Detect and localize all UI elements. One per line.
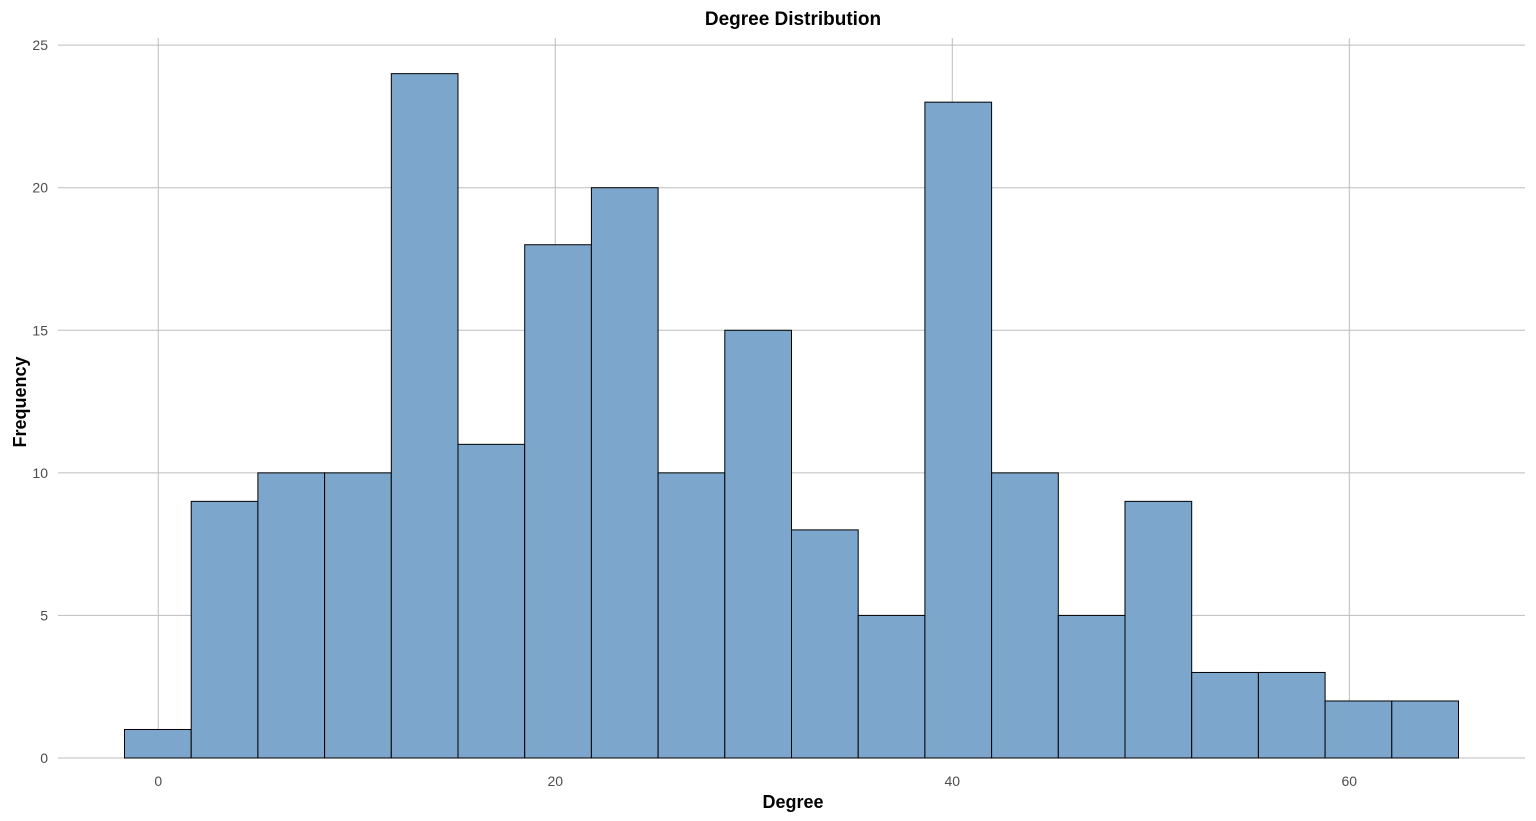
histogram-bar-4 — [390, 73, 459, 759]
histogram-bar-18 — [1324, 700, 1393, 759]
histogram-bar-19 — [1391, 700, 1459, 759]
axis-ticks: 0 5 10 15 20 25 0 20 40 60 — [32, 37, 1357, 789]
chart-title: Degree Distribution — [705, 9, 881, 30]
histogram-bar-9 — [724, 329, 792, 759]
histogram-bar-16 — [1191, 671, 1259, 759]
histogram-bar-14 — [1057, 614, 1126, 759]
histogram-bar-2 — [257, 472, 326, 759]
y-tick-label-2: 10 — [32, 465, 48, 481]
histogram-bar-13 — [991, 472, 1059, 759]
histogram-bar-11 — [857, 614, 926, 759]
histogram-bar-0 — [124, 728, 192, 759]
histogram-bar-1 — [190, 500, 259, 759]
x-tick-label-2: 40 — [945, 773, 961, 789]
x-axis-label: Degree — [762, 792, 823, 812]
histogram-bar-3 — [324, 472, 392, 759]
histogram-bar-10 — [791, 529, 859, 759]
y-tick-label-3: 15 — [32, 322, 48, 338]
y-tick-label-1: 5 — [40, 607, 48, 623]
histogram-bars — [124, 73, 1459, 759]
histogram-bar-8 — [657, 472, 726, 759]
y-tick-label-4: 20 — [32, 180, 48, 196]
y-tick-label-5: 25 — [32, 37, 48, 53]
histogram-bar-15 — [1124, 500, 1193, 759]
x-tick-label-1: 20 — [547, 773, 563, 789]
histogram-bar-6 — [524, 244, 592, 759]
histogram-bar-5 — [457, 443, 526, 759]
y-tick-label-0: 0 — [40, 750, 48, 766]
histogram-bar-17 — [1257, 671, 1326, 759]
x-tick-label-0: 0 — [154, 773, 162, 789]
histogram-bar-7 — [590, 187, 659, 759]
histogram-bar-12 — [924, 101, 993, 759]
x-tick-label-3: 60 — [1342, 773, 1358, 789]
y-axis-label: Frequency — [10, 356, 30, 447]
